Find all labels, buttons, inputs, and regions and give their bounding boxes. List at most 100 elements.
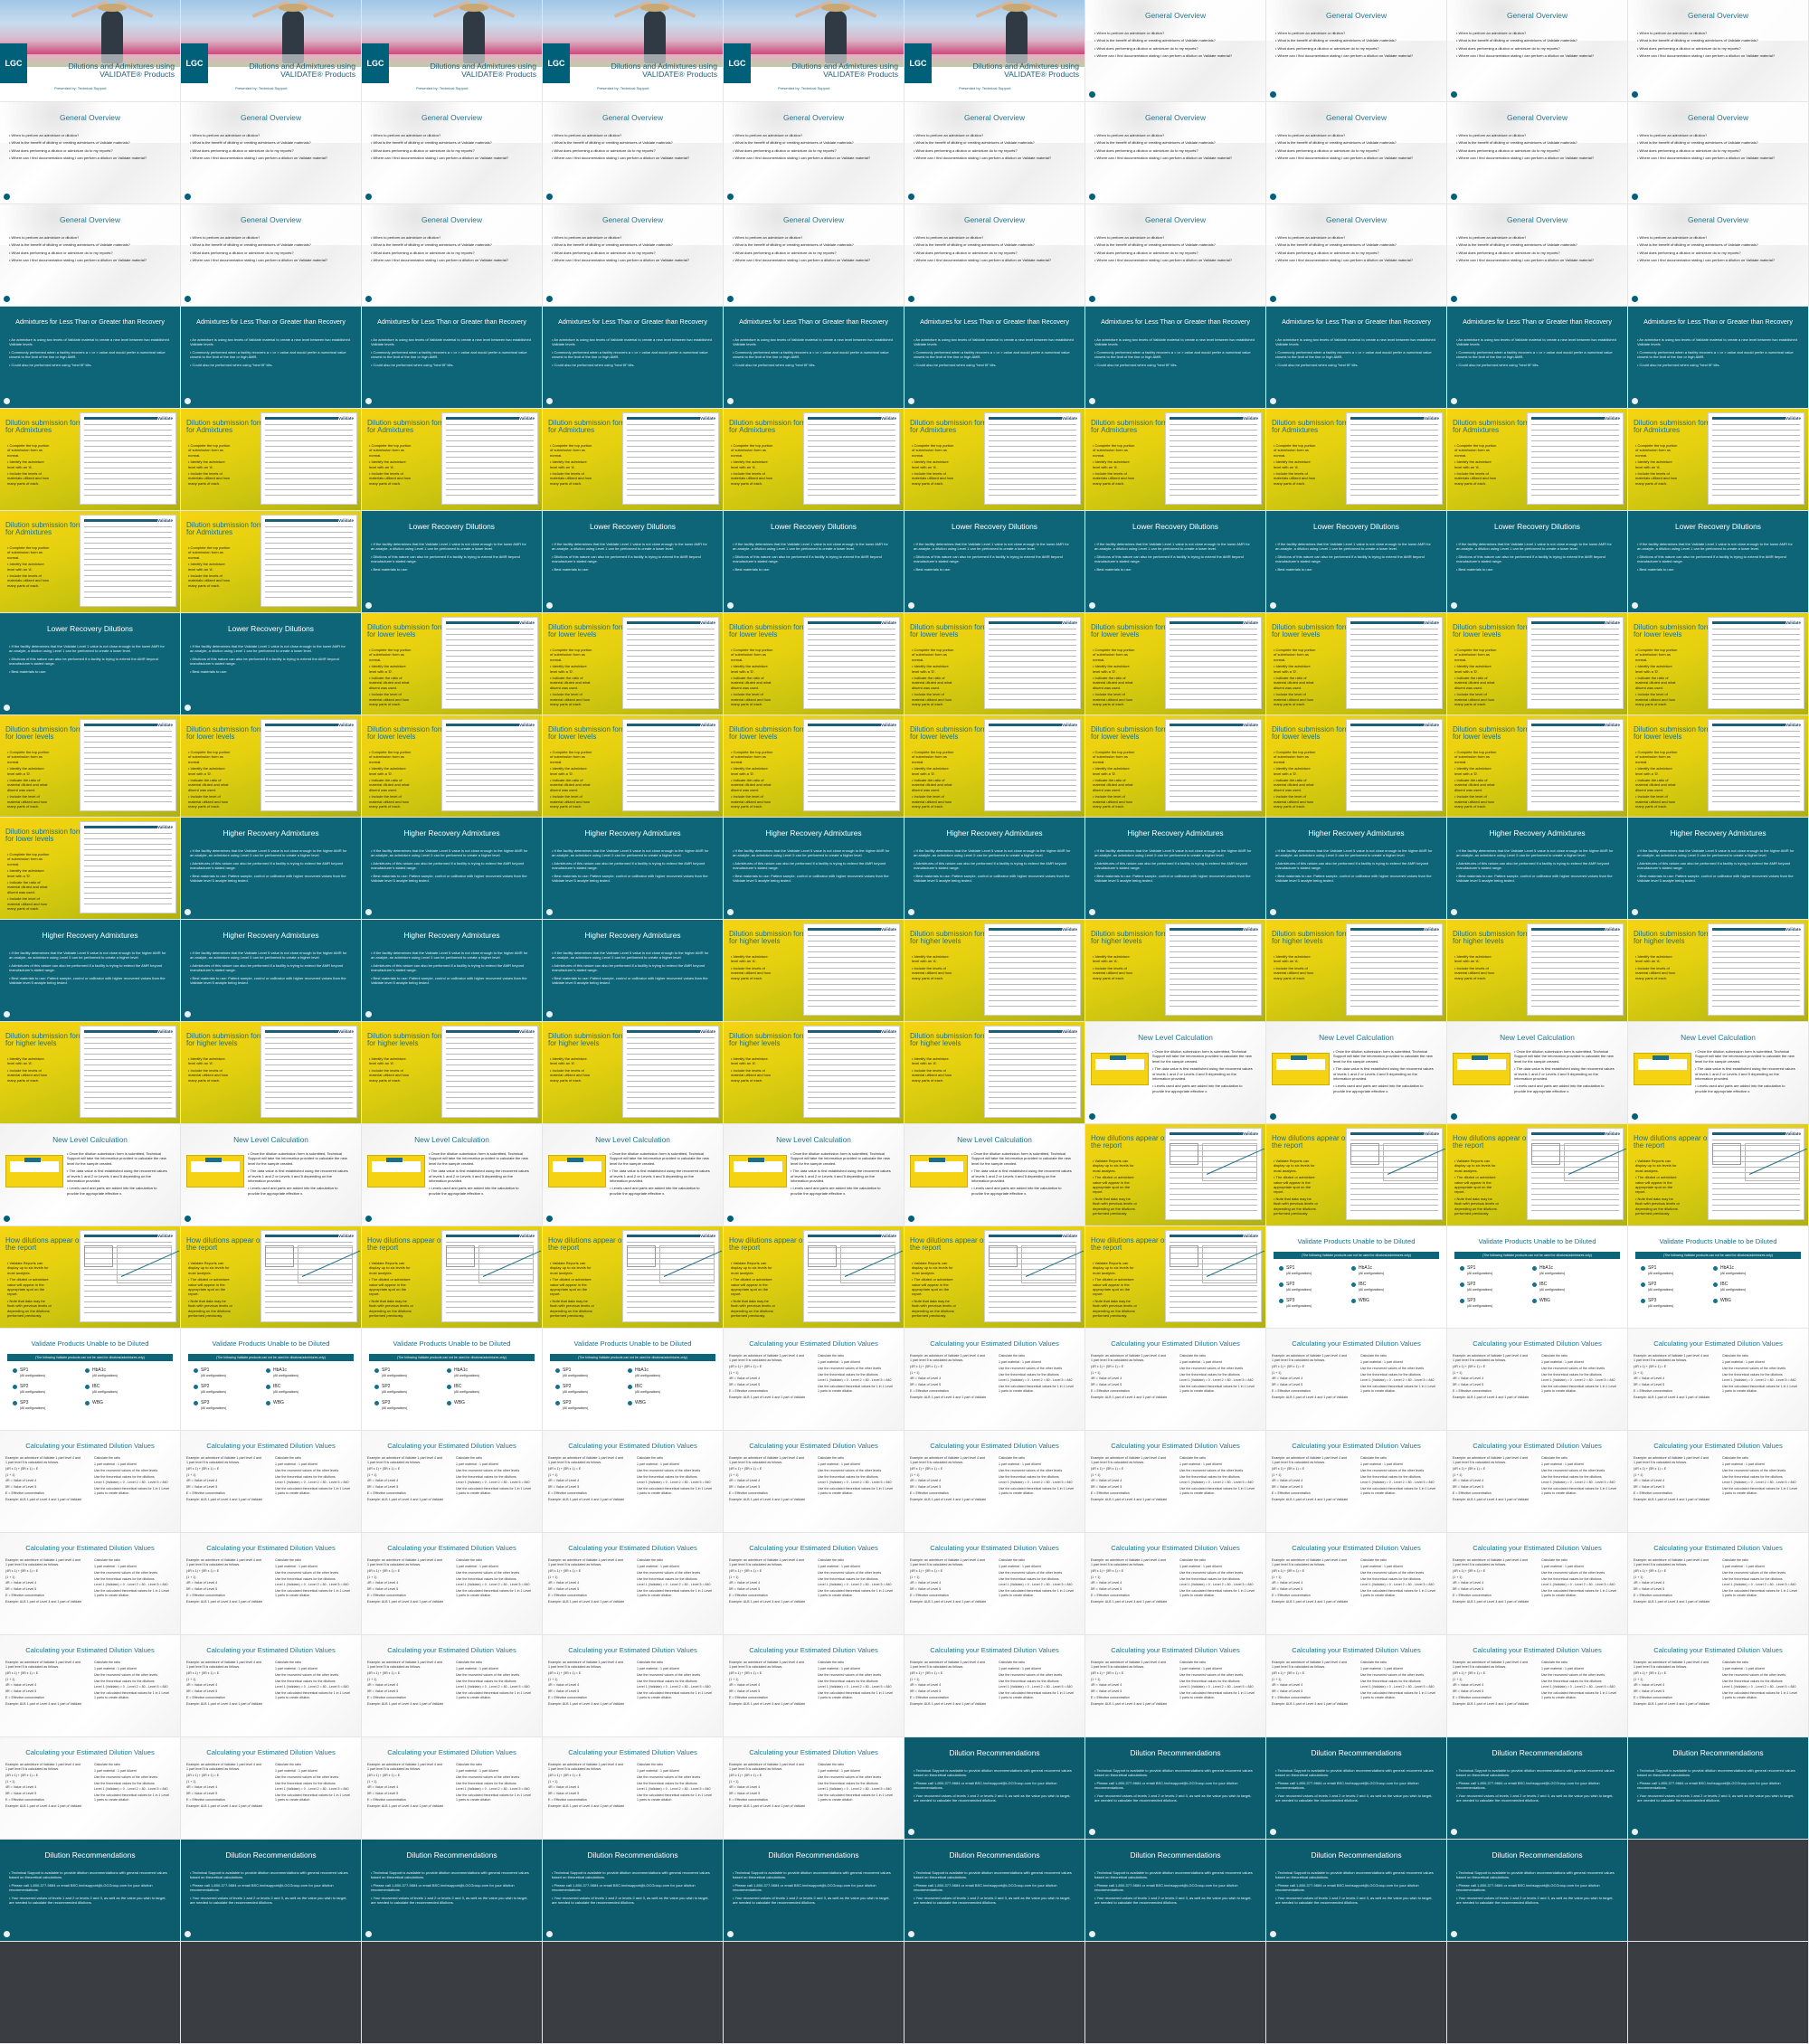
slide-thumbnail[interactable]: Higher Recovery AdmixturesIf the facilit… (1085, 818, 1266, 920)
slide-thumbnail[interactable]: LGC Dilutions and Admixtures using VALIDA… (724, 0, 904, 102)
slide-thumbnail[interactable]: Dilution submission form for higher leve… (543, 1022, 724, 1124)
slide-thumbnail[interactable]: Lower Recovery DilutionsIf the facility … (543, 511, 724, 613)
slide-thumbnail[interactable]: Dilution RecommendationsTechnical Suppor… (0, 1840, 181, 1942)
slide-thumbnail[interactable]: Higher Recovery AdmixturesIf the facilit… (543, 920, 724, 1022)
slide-thumbnail[interactable]: Higher Recovery AdmixturesIf the facilit… (181, 818, 362, 920)
slide-thumbnail[interactable]: How dilutions appear on the reportValida… (181, 1226, 362, 1329)
slide-thumbnail[interactable]: Lower Recovery DilutionsIf the facility … (904, 511, 1085, 613)
slide-thumbnail[interactable]: General OverviewWhen to perform an admix… (362, 204, 543, 307)
slide-thumbnail[interactable]: Dilution RecommendationsTechnical Suppor… (904, 1737, 1085, 1840)
slide-thumbnail[interactable]: Dilution submission form for higher leve… (362, 1022, 543, 1124)
slide-thumbnail-empty[interactable] (1447, 1942, 1628, 2044)
slide-thumbnail[interactable]: General OverviewWhen to perform an admix… (0, 102, 181, 204)
slide-thumbnail[interactable]: General OverviewWhen to perform an admix… (904, 204, 1085, 307)
slide-thumbnail[interactable]: Dilution submission form for higher leve… (1266, 920, 1447, 1022)
slide-thumbnail[interactable]: Calculating your Estimated Dilution Valu… (543, 1431, 724, 1533)
slide-thumbnail[interactable]: Dilution RecommendationsTechnical Suppor… (904, 1840, 1085, 1942)
slide-thumbnail[interactable]: General OverviewWhen to perform an admix… (1447, 0, 1628, 102)
slide-thumbnail-empty[interactable] (181, 1942, 362, 2044)
slide-thumbnail[interactable]: Calculating your Estimated Dilution Valu… (904, 1431, 1085, 1533)
slide-thumbnail[interactable]: Calculating your Estimated Dilution Valu… (362, 1431, 543, 1533)
slide-thumbnail[interactable]: Admixtures for Less Than or Greater than… (1447, 307, 1628, 409)
slide-thumbnail[interactable]: Calculating your Estimated Dilution Valu… (181, 1737, 362, 1840)
slide-thumbnail[interactable]: Dilution submission form for higher leve… (904, 1022, 1085, 1124)
slide-thumbnail[interactable]: Calculating your Estimated Dilution Valu… (1085, 1329, 1266, 1431)
slide-thumbnail[interactable]: Calculating your Estimated Dilution Valu… (0, 1737, 181, 1840)
slide-thumbnail[interactable]: Dilution submission form for higher leve… (1447, 920, 1628, 1022)
slide-thumbnail[interactable]: Calculating your Estimated Dilution Valu… (362, 1533, 543, 1635)
slide-thumbnail[interactable]: Calculating your Estimated Dilution Valu… (904, 1635, 1085, 1737)
slide-thumbnail[interactable]: Lower Recovery DilutionsIf the facility … (181, 613, 362, 715)
slide-thumbnail[interactable]: Calculating your Estimated Dilution Valu… (1628, 1635, 1809, 1737)
slide-thumbnail[interactable]: Calculating your Estimated Dilution Valu… (543, 1635, 724, 1737)
slide-thumbnail[interactable]: General OverviewWhen to perform an admix… (1085, 102, 1266, 204)
slide-thumbnail[interactable]: Calculating your Estimated Dilution Valu… (1628, 1329, 1809, 1431)
slide-thumbnail[interactable]: Lower Recovery DilutionsIf the facility … (1266, 511, 1447, 613)
slide-thumbnail[interactable]: Calculating your Estimated Dilution Valu… (724, 1635, 904, 1737)
slide-thumbnail[interactable]: How dilutions appear on the reportValida… (543, 1226, 724, 1329)
slide-thumbnail[interactable]: Calculating your Estimated Dilution Valu… (1266, 1635, 1447, 1737)
slide-thumbnail[interactable]: Calculating your Estimated Dilution Valu… (1447, 1635, 1628, 1737)
slide-thumbnail[interactable]: Calculating your Estimated Dilution Valu… (1266, 1431, 1447, 1533)
slide-thumbnail[interactable]: Dilution RecommendationsTechnical Suppor… (1447, 1737, 1628, 1840)
slide-thumbnail[interactable]: Validate Products Unable to be Diluted (T… (1266, 1226, 1447, 1329)
slide-thumbnail[interactable]: Validate Products Unable to be Diluted (T… (543, 1329, 724, 1431)
slide-thumbnail[interactable]: Calculating your Estimated Dilution Valu… (0, 1431, 181, 1533)
slide-thumbnail[interactable]: Dilution submission form for AdmixturesC… (904, 409, 1085, 511)
slide-thumbnail[interactable]: Dilution submission form for lower level… (1447, 715, 1628, 818)
slide-thumbnail[interactable]: General OverviewWhen to perform an admix… (181, 204, 362, 307)
slide-thumbnail[interactable]: General OverviewWhen to perform an admix… (724, 102, 904, 204)
slide-thumbnail[interactable]: Calculating your Estimated Dilution Valu… (724, 1737, 904, 1840)
slide-thumbnail[interactable]: Dilution submission form for higher leve… (181, 1022, 362, 1124)
slide-thumbnail-empty[interactable] (0, 1942, 181, 2044)
slide-thumbnail[interactable]: Dilution submission form for AdmixturesC… (1447, 409, 1628, 511)
slide-thumbnail[interactable]: Calculating your Estimated Dilution Valu… (904, 1533, 1085, 1635)
slide-thumbnail[interactable]: Admixtures for Less Than or Greater than… (904, 307, 1085, 409)
slide-thumbnail[interactable]: Dilution submission form for lower level… (543, 613, 724, 715)
slide-thumbnail[interactable]: Dilution submission form for AdmixturesC… (724, 409, 904, 511)
slide-thumbnail[interactable]: How dilutions appear on the reportValida… (1085, 1226, 1266, 1329)
slide-thumbnail[interactable]: General OverviewWhen to perform an admix… (362, 102, 543, 204)
slide-thumbnail[interactable]: General OverviewWhen to perform an admix… (904, 102, 1085, 204)
slide-thumbnail[interactable]: General OverviewWhen to perform an admix… (543, 102, 724, 204)
slide-thumbnail[interactable]: Calculating your Estimated Dilution Valu… (1085, 1533, 1266, 1635)
slide-thumbnail[interactable]: General OverviewWhen to perform an admix… (1085, 204, 1266, 307)
slide-thumbnail[interactable]: Validate Products Unable to be Diluted (T… (181, 1329, 362, 1431)
slide-thumbnail[interactable]: Dilution submission form for lower level… (904, 715, 1085, 818)
slide-thumbnail[interactable]: Dilution submission form for lower level… (0, 715, 181, 818)
slide-thumbnail-empty[interactable] (1628, 1942, 1809, 2044)
slide-thumbnail[interactable]: Dilution RecommendationsTechnical Suppor… (1085, 1737, 1266, 1840)
slide-thumbnail[interactable]: LGC Dilutions and Admixtures using VALIDA… (904, 0, 1085, 102)
slide-thumbnail[interactable]: Dilution submission form for lower level… (1085, 613, 1266, 715)
slide-thumbnail-empty[interactable] (1628, 1840, 1809, 1942)
slide-thumbnail[interactable]: General OverviewWhen to perform an admix… (1628, 204, 1809, 307)
slide-thumbnail[interactable]: Lower Recovery DilutionsIf the facility … (724, 511, 904, 613)
slide-thumbnail[interactable]: Higher Recovery AdmixturesIf the facilit… (724, 818, 904, 920)
slide-thumbnail[interactable]: Calculating your Estimated Dilution Valu… (1447, 1533, 1628, 1635)
slide-thumbnail[interactable]: Dilution submission form for lower level… (1085, 715, 1266, 818)
slide-thumbnail[interactable]: Calculating your Estimated Dilution Valu… (362, 1737, 543, 1840)
slide-thumbnail-empty[interactable] (1085, 1942, 1266, 2044)
slide-thumbnail[interactable]: LGC Dilutions and Admixtures using VALIDA… (543, 0, 724, 102)
slide-thumbnail[interactable]: General OverviewWhen to perform an admix… (1447, 204, 1628, 307)
slide-thumbnail[interactable]: Dilution RecommendationsTechnical Suppor… (1266, 1737, 1447, 1840)
slide-thumbnail[interactable]: Validate Products Unable to be Diluted (T… (362, 1329, 543, 1431)
slide-thumbnail[interactable]: Dilution submission form for lower level… (724, 715, 904, 818)
slide-thumbnail[interactable]: General OverviewWhen to perform an admix… (1085, 0, 1266, 102)
slide-thumbnail[interactable]: Dilution submission form for lower level… (1266, 715, 1447, 818)
slide-thumbnail[interactable]: Dilution RecommendationsTechnical Suppor… (181, 1840, 362, 1942)
slide-thumbnail[interactable]: How dilutions appear on the reportValida… (0, 1226, 181, 1329)
slide-thumbnail[interactable]: Calculating your Estimated Dilution Valu… (724, 1533, 904, 1635)
slide-thumbnail[interactable]: General OverviewWhen to perform an admix… (1628, 0, 1809, 102)
slide-thumbnail[interactable]: Dilution submission form for higher leve… (724, 1022, 904, 1124)
slide-thumbnail[interactable]: Calculating your Estimated Dilution Valu… (1266, 1329, 1447, 1431)
slide-thumbnail[interactable]: New Level CalculationOnce the dilution s… (1628, 1022, 1809, 1124)
slide-thumbnail[interactable]: Dilution submission form for lower level… (0, 818, 181, 920)
slide-thumbnail[interactable]: Calculating your Estimated Dilution Valu… (1628, 1533, 1809, 1635)
slide-thumbnail[interactable]: Dilution RecommendationsTechnical Suppor… (1447, 1840, 1628, 1942)
slide-thumbnail[interactable]: Dilution submission form for AdmixturesC… (1085, 409, 1266, 511)
slide-thumbnail[interactable]: Calculating your Estimated Dilution Valu… (0, 1635, 181, 1737)
slide-thumbnail[interactable]: Lower Recovery DilutionsIf the facility … (1447, 511, 1628, 613)
slide-thumbnail[interactable]: Lower Recovery DilutionsIf the facility … (1628, 511, 1809, 613)
slide-thumbnail[interactable]: Admixtures for Less Than or Greater than… (1266, 307, 1447, 409)
